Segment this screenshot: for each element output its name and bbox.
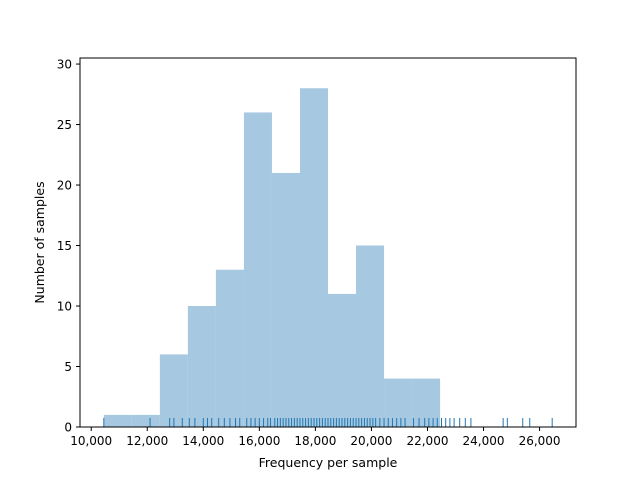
histogram-bar-7 (299, 88, 328, 427)
x-tick-label: 24,000 (463, 434, 505, 448)
histogram-bar-0 (103, 414, 132, 427)
histogram-bars (103, 88, 441, 427)
histogram-bar-5 (243, 112, 272, 427)
x-tick-label: 14,000 (182, 434, 224, 448)
x-tick-label: 10,000 (70, 434, 112, 448)
y-axis-ticks: 0 5 10 15 20 25 30 (57, 58, 80, 435)
x-tick-label: 26,000 (519, 434, 561, 448)
x-axis-ticks: 10,000 12,000 14,000 16,000 18,000 20,000 22,0… (70, 427, 561, 448)
y-tick-label: 5 (64, 360, 72, 374)
y-tick-label: 30 (57, 58, 72, 72)
x-tick-label: 12,000 (126, 434, 168, 448)
x-tick-label: 18,000 (294, 434, 336, 448)
x-tick-label: 16,000 (238, 434, 280, 448)
x-axis-label: Frequency per sample (259, 455, 398, 470)
x-tick-label: 20,000 (350, 434, 392, 448)
histogram-bar-9 (356, 245, 385, 427)
y-tick-label: 20 (57, 179, 72, 193)
y-tick-label: 15 (57, 239, 72, 253)
histogram-bar-1 (131, 414, 160, 427)
x-tick-label: 22,000 (406, 434, 448, 448)
y-tick-label: 10 (57, 300, 72, 314)
rug-marks (103, 418, 553, 427)
histogram-bar-3 (187, 306, 216, 427)
histogram-bar-2 (159, 354, 188, 427)
histogram-bar-11 (412, 378, 441, 427)
y-tick-label: 0 (64, 421, 72, 435)
y-tick-label: 25 (57, 118, 72, 132)
y-axis-label: Number of samples (32, 181, 47, 303)
histogram-bar-4 (215, 269, 244, 427)
histogram-bar-6 (271, 172, 300, 427)
histogram-bar-8 (328, 293, 357, 427)
plot-frame (79, 57, 577, 428)
